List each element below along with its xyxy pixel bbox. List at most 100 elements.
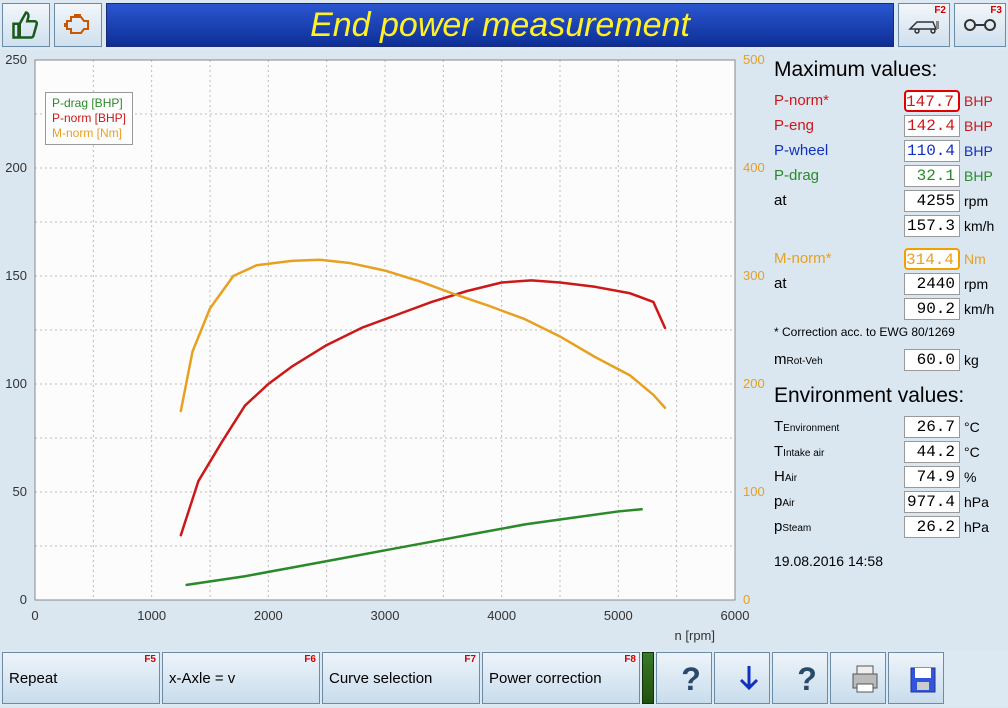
value-cell: 2440 [904, 273, 960, 295]
titlebar: End power measurement F2 F3 [0, 0, 1008, 50]
value-label: P-eng [774, 117, 900, 134]
thumbs-up-button[interactable] [2, 3, 50, 47]
svg-text:250: 250 [5, 52, 27, 67]
help-button[interactable]: ? [656, 652, 712, 704]
svg-text:200: 200 [5, 160, 27, 175]
env-label: HAir [774, 468, 900, 485]
env-value: 26.7 [904, 416, 960, 438]
value-row: P-eng142.4BHP [774, 113, 1002, 138]
page-title: End power measurement [106, 3, 894, 47]
footer-button[interactable]: Power correctionF8 [482, 652, 640, 704]
fkey-label: F3 [990, 5, 1002, 16]
legend-item: M-norm [Nm] [52, 126, 126, 141]
env-row: pAir977.4hPa [774, 489, 1002, 514]
env-unit: % [964, 469, 1002, 485]
env-heading: Environment values: [774, 384, 1002, 408]
side-panel: Maximum values: P-norm*147.7BHPP-eng142.… [770, 50, 1008, 650]
env-unit: hPa [964, 494, 1002, 510]
value-label: P-norm* [774, 92, 900, 109]
save-icon [895, 654, 937, 702]
mrot-row: mRot-Veh 60.0 kg [774, 347, 1002, 372]
value-label: P-drag [774, 167, 900, 184]
env-label: TEnvironment [774, 418, 900, 435]
chart-area: 0100020003000400050006000050100150200250… [0, 50, 770, 650]
env-value: 74.9 [904, 466, 960, 488]
print-button[interactable] [830, 652, 886, 704]
value-row: M-norm*314.4Nm [774, 246, 1002, 271]
down-icon [721, 654, 763, 702]
fkey-label: F8 [624, 654, 636, 665]
value-label: at [774, 192, 900, 209]
env-value: 26.2 [904, 516, 960, 538]
legend-item: P-drag [BHP] [52, 96, 126, 111]
fkey-label: F7 [464, 654, 476, 665]
main-area: 0100020003000400050006000050100150200250… [0, 50, 1008, 650]
env-value: 977.4 [904, 491, 960, 513]
engine-button[interactable] [54, 3, 102, 47]
footer-button[interactable]: x-Axle = vF6 [162, 652, 320, 704]
legend-item: P-norm [BHP] [52, 111, 126, 126]
svg-text:3000: 3000 [371, 608, 400, 623]
value-cell: 4255 [904, 190, 960, 212]
svg-text:100: 100 [5, 376, 27, 391]
value-cell: 314.4 [904, 248, 960, 270]
value-unit: km/h [964, 301, 1002, 317]
svg-text:2000: 2000 [254, 608, 283, 623]
print-icon [837, 654, 879, 702]
mrot-value: 60.0 [904, 349, 960, 371]
env-label: TIntake air [774, 443, 900, 460]
env-label: pAir [774, 493, 900, 510]
svg-text:400: 400 [743, 160, 765, 175]
value-row: P-wheel110.4BHP [774, 138, 1002, 163]
value-unit: rpm [964, 276, 1002, 292]
svg-text:300: 300 [743, 268, 765, 283]
value-unit: Nm [964, 251, 1002, 267]
svg-text:200: 200 [743, 376, 765, 391]
svg-text:?: ? [681, 661, 701, 697]
env-row: TEnvironment26.7°C [774, 414, 1002, 439]
env-unit: °C [964, 419, 1002, 435]
value-cell: 142.4 [904, 115, 960, 137]
fkey-label: F5 [144, 654, 156, 665]
value-unit: km/h [964, 218, 1002, 234]
env-unit: °C [964, 444, 1002, 460]
svg-text:150: 150 [5, 268, 27, 283]
footer-button[interactable]: RepeatF5 [2, 652, 160, 704]
help2-button[interactable]: ? [772, 652, 828, 704]
value-label: at [774, 275, 900, 292]
env-row: HAir74.9% [774, 464, 1002, 489]
value-unit: BHP [964, 118, 1002, 134]
value-cell: 147.7 [904, 90, 960, 112]
max-values-heading: Maximum values: [774, 58, 1002, 82]
svg-text:50: 50 [13, 484, 27, 499]
svg-text:1000: 1000 [137, 608, 166, 623]
value-label: M-norm* [774, 250, 900, 267]
svg-text:6000: 6000 [721, 608, 750, 623]
env-unit: hPa [964, 519, 1002, 535]
fkey-label: F2 [934, 5, 946, 16]
vehicle-button[interactable]: F2 [898, 3, 950, 47]
chart-legend: P-drag [BHP]P-norm [BHP]M-norm [Nm] [45, 92, 133, 145]
value-row: at4255rpm [774, 188, 1002, 213]
fkey-label: F6 [304, 654, 316, 665]
save-button[interactable] [888, 652, 944, 704]
svg-text:0: 0 [743, 592, 750, 607]
axle-button[interactable]: F3 [954, 3, 1006, 47]
footer-button[interactable]: Curve selectionF7 [322, 652, 480, 704]
value-unit: BHP [964, 168, 1002, 184]
env-label: pSteam [774, 518, 900, 535]
help-icon: ? [663, 654, 705, 702]
help2-icon: ? [779, 654, 821, 702]
value-row: P-norm*147.7BHP [774, 88, 1002, 113]
env-value: 44.2 [904, 441, 960, 463]
svg-text:4000: 4000 [487, 608, 516, 623]
svg-text:5000: 5000 [604, 608, 633, 623]
down-button[interactable] [714, 652, 770, 704]
svg-text:0: 0 [31, 608, 38, 623]
value-cell: 90.2 [904, 298, 960, 320]
value-cell: 110.4 [904, 140, 960, 162]
value-row: P-drag32.1BHP [774, 163, 1002, 188]
footer: RepeatF5x-Axle = vF6Curve selectionF7Pow… [0, 650, 1008, 706]
svg-text:500: 500 [743, 52, 765, 67]
value-row: at2440rpm [774, 271, 1002, 296]
